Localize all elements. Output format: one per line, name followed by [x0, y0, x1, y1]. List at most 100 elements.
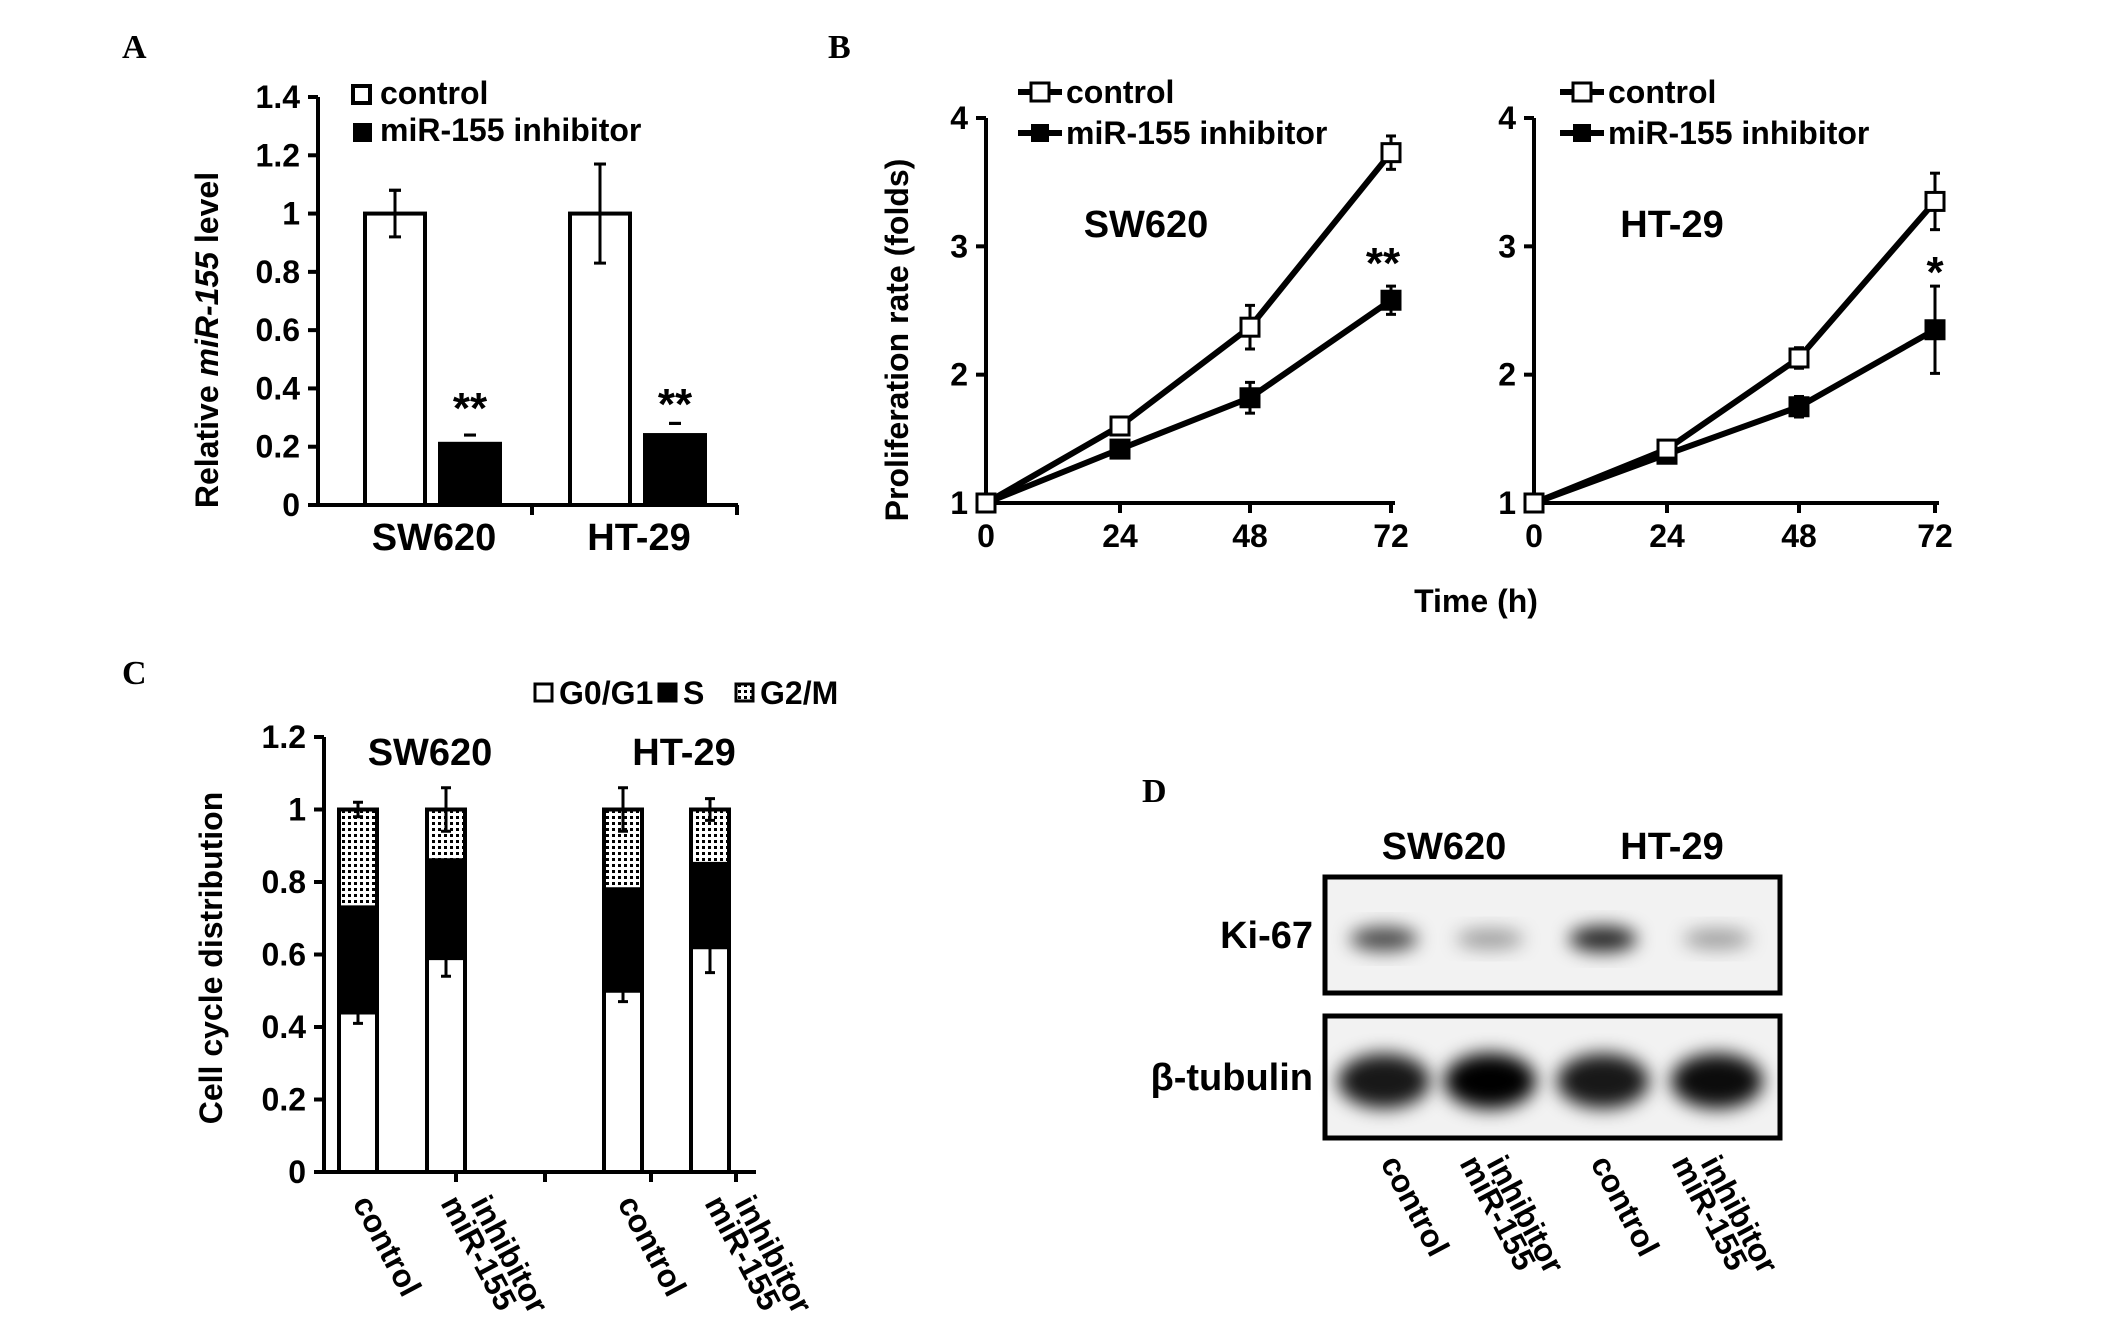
panel-b-x-tick-label: 48: [1232, 518, 1268, 554]
panel-b-sw620-point-inhibitor: [1239, 387, 1261, 409]
panel-b-x-tick-label: 48: [1781, 518, 1817, 554]
panel-a-y-tick-label: 0: [282, 487, 300, 523]
legend-swatch-control: [351, 84, 372, 105]
blot-band-ki67: [1569, 925, 1637, 953]
panel-b-ht29-cell-line-label: HT-29: [1620, 204, 1723, 246]
panel-c-cell-line-label: HT-29: [632, 732, 735, 774]
legend-label-inhibitor: miR-155 inhibitor: [1608, 115, 1869, 151]
panel-c-bar-outline: [425, 807, 467, 1174]
legend-label-control: control: [1608, 74, 1716, 110]
panel-b-ht29-series-line-control: [1532, 199, 1938, 506]
panel-b-sw620-cell-line-label: SW620: [1084, 204, 1209, 246]
blot-band-ki67: [1456, 928, 1524, 950]
panel-b-x-tick-label: 0: [1525, 518, 1543, 554]
panel-b-x-tick-label: 72: [1373, 518, 1409, 554]
legend-label-g2m: G2/M: [760, 675, 838, 711]
legend-label-inhibitor: miR-155 inhibitor: [1066, 115, 1327, 151]
legend-label-control: control: [1066, 74, 1174, 110]
panel-b-ht29-line-chart: 1 2 3 4 0 24 48 72 HT-29 * control miR-155 inhibito…: [1498, 74, 1953, 554]
panel-d-western-blot: SW620 HT-29Ki-67β-tubulincontrolmiR-155in…: [1151, 826, 1786, 1279]
panel-b-x-axis-label: Time (h): [1414, 583, 1538, 619]
panel-letter-a: A: [122, 29, 147, 66]
panel-a-y-tick-label: 0.6: [256, 312, 300, 348]
legend-marker-inhibitor: [1573, 124, 1591, 142]
panel-c-y-tick-label: 1.2: [262, 719, 306, 755]
panel-b-y-tick-label: 4: [1498, 100, 1516, 136]
panel-b-sw620-point-control: [1109, 415, 1131, 437]
blot-band-tubulin: [1444, 1053, 1536, 1109]
panel-a-bar-chart: Relative miR-155 level 0 0.2 0.4 0.6 0.8 1 1.2…: [189, 75, 739, 559]
panel-a-y-tick-label: 0.2: [256, 429, 300, 465]
panel-c-y-tick-label: 0.8: [262, 864, 306, 900]
panel-c-bar-outline: [689, 807, 731, 1174]
blot-row-label: β-tubulin: [1151, 1057, 1313, 1099]
blot-lane-label: control: [1374, 1149, 1457, 1262]
panel-a-significance-mark: **: [453, 384, 488, 433]
legend-marker-control: [1029, 81, 1051, 103]
blot-band-ki67: [1350, 926, 1418, 952]
legend-marker-inhibitor: [1031, 124, 1049, 142]
panel-b-y-tick-label: 1: [1498, 485, 1516, 521]
legend-marker-control: [1571, 81, 1593, 103]
panel-c-bar-segment-g0g1: [337, 1010, 379, 1174]
panel-c-bar-segment-s: [604, 889, 642, 991]
panel-c-stacked-bar-chart: Cell cycle distribution 0 0.2 0.4 0.6 0.8 1 1.…: [193, 675, 838, 1319]
panel-b-sw620-point-inhibitor: [1109, 438, 1131, 460]
panel-c-y-axis-label: Cell cycle distribution: [193, 792, 229, 1125]
panel-b-sw620-significance-mark: **: [1366, 239, 1401, 288]
panel-b-ht29-point-control: [1788, 347, 1810, 369]
panel-b-y-tick-label: 3: [950, 228, 968, 264]
panel-b-ht29-point-control: [1523, 492, 1545, 514]
panel-c-bar-segment-g0g1: [689, 945, 731, 1174]
panel-c-y-tick-label: 0.6: [262, 937, 306, 973]
legend-swatch-s: [657, 682, 678, 703]
panel-b-ht29-point-inhibitor: [1924, 319, 1946, 341]
blot-lane-label: control: [1584, 1149, 1667, 1262]
panel-a-x-category-label: SW620: [372, 517, 497, 559]
panel-b-y-tick-label: 2: [1498, 357, 1516, 393]
panel-b-x-tick-label: 72: [1917, 518, 1953, 554]
legend-label-s: S: [683, 675, 704, 711]
panel-b-x-tick-label: 0: [977, 518, 995, 554]
panel-c-bar-segment-s: [339, 907, 377, 1013]
legend-swatch-g0g1: [533, 682, 554, 703]
blot-row-label: Ki-67: [1220, 915, 1313, 957]
panel-c-y-tick-label: 0.2: [262, 1082, 306, 1118]
panel-letter-d: D: [1142, 773, 1167, 810]
panel-a-y-axis-label: Relative miR-155 level: [189, 172, 225, 508]
legend-swatch-inhibitor: [353, 123, 372, 142]
panel-a-significance-mark: **: [658, 380, 693, 429]
panel-a-x-category-label: HT-29: [587, 517, 690, 559]
blot-cell-line-label: SW620: [1382, 826, 1507, 868]
panel-b-sw620-series-line-inhibitor: [984, 297, 1393, 506]
blot-band-tubulin: [1671, 1053, 1763, 1109]
panel-c-y-tick-label: 0: [288, 1154, 306, 1190]
legend-label-control: control: [380, 75, 488, 111]
panel-b-shared-labels: Proliferation rate (folds) Time (h): [879, 159, 1538, 619]
blot-band-ki67: [1683, 928, 1751, 950]
panel-a-y-tick-label: 1.2: [256, 137, 300, 173]
panel-c-bar-segment-s: [691, 863, 729, 948]
panel-b-ht29-significance-mark: *: [1926, 248, 1944, 297]
panel-b-y-tick-label: 2: [950, 357, 968, 393]
panel-b-x-tick-label: 24: [1649, 518, 1685, 554]
panel-b-ht29-point-control: [1924, 190, 1946, 212]
panel-b-y-tick-label: 4: [950, 100, 968, 136]
panel-b-y-axis-label: Proliferation rate (folds): [879, 159, 915, 522]
panel-b-sw620-point-control: [1239, 316, 1261, 338]
blot-cell-line-label: HT-29: [1620, 826, 1723, 868]
panel-letter-b: B: [828, 29, 851, 66]
legend-label-inhibitor: miR-155 inhibitor: [380, 112, 641, 148]
panel-a-y-tick-label: 1: [282, 196, 300, 232]
panel-c-bar-segment-g0g1: [602, 988, 644, 1174]
panel-c-bar-outline: [602, 807, 644, 1174]
panel-c-bar-segment-s: [427, 860, 465, 959]
panel-b-sw620-line-chart: 1 2 3 4 0 24 48 72 SW620 ** control miR-155 inhibit…: [950, 74, 1409, 554]
panel-c-bar-outline: [337, 807, 379, 1174]
panel-a-bar-control-sw620: [363, 211, 427, 507]
panel-a-bar-inhibitor-sw620: [438, 441, 502, 507]
blot-band-tubulin: [1557, 1053, 1649, 1109]
panel-b-sw620-point-inhibitor: [1380, 289, 1402, 311]
legend-swatch-g2m: [734, 682, 755, 703]
